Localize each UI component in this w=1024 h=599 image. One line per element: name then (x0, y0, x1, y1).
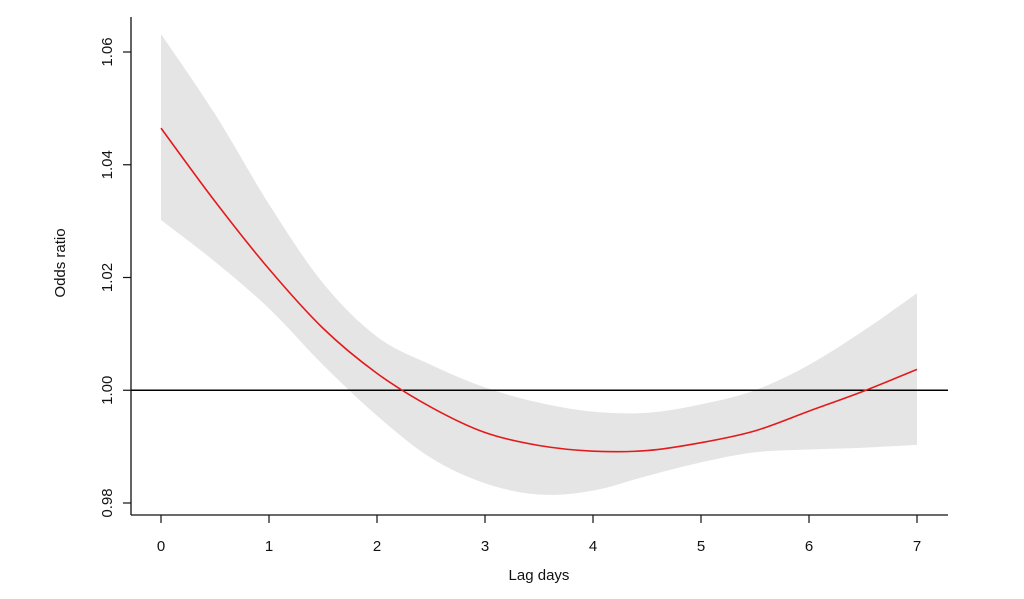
series-line-0 (160, 127, 918, 453)
y-tick-label: 1.02 (99, 263, 116, 292)
confidence-band-layer (161, 33, 917, 495)
x-tick-label: 6 (805, 538, 813, 555)
y-tick-label: 1.06 (99, 37, 116, 66)
y-tick-label: 1.04 (99, 150, 116, 179)
series-layer (160, 127, 918, 453)
x-tick-label: 1 (265, 538, 273, 555)
y-tick-label: 0.98 (99, 488, 116, 517)
x-tick-label: 0 (157, 538, 165, 555)
x-tick-label: 3 (481, 538, 489, 555)
x-axis-title: Lag days (509, 567, 570, 584)
confidence-band (161, 33, 917, 495)
axes-layer: 0 1 2 3 4 5 6 7 0.98 1.00 1.02 1.04 1.06 (99, 17, 948, 555)
y-tick-label: 1.00 (99, 376, 116, 405)
y-axis-title: Odds ratio (52, 228, 69, 297)
x-tick-label: 7 (913, 538, 921, 555)
x-tick-label: 5 (697, 538, 705, 555)
x-tick-label: 2 (373, 538, 381, 555)
x-tick-label: 4 (589, 538, 597, 555)
